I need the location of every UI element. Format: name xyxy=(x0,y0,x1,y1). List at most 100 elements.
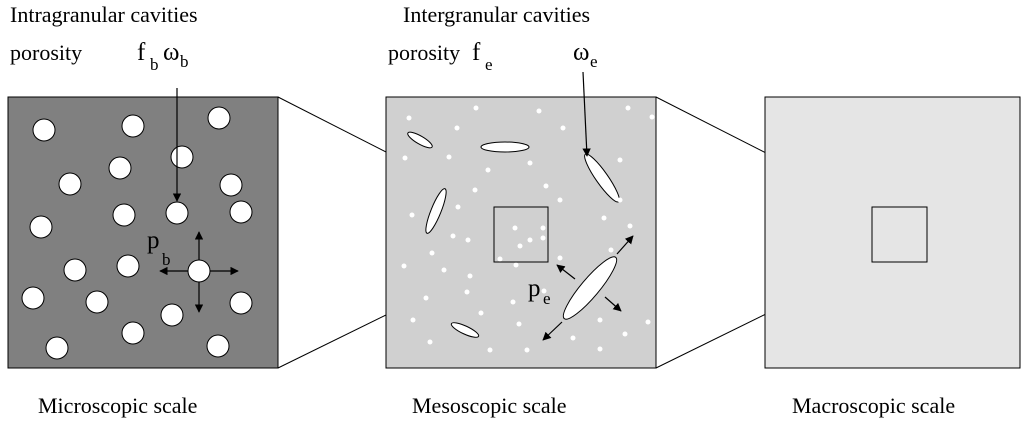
pore xyxy=(487,347,493,353)
scale-label: Mesoscopic scale xyxy=(412,393,567,418)
cavity xyxy=(219,173,243,197)
cavity xyxy=(160,303,184,327)
subscript: b xyxy=(162,250,171,269)
pore xyxy=(543,183,549,189)
pore xyxy=(465,237,471,243)
macro-panel xyxy=(764,96,1021,369)
pore xyxy=(423,295,429,301)
pore xyxy=(409,212,415,218)
cavity xyxy=(21,286,45,310)
micro-panel xyxy=(7,96,279,369)
pore xyxy=(510,299,516,305)
pore xyxy=(622,331,628,337)
pore xyxy=(627,223,633,229)
cavity xyxy=(29,215,53,239)
cavity xyxy=(108,156,132,180)
pore xyxy=(557,197,563,203)
pore xyxy=(597,346,603,352)
pore xyxy=(597,317,603,323)
pore xyxy=(645,319,651,325)
pore xyxy=(401,263,407,269)
pore xyxy=(524,347,530,353)
labels: Intragranular cavities porosity f b ω b … xyxy=(10,2,955,418)
pore xyxy=(540,225,546,231)
subscript: e xyxy=(543,289,551,308)
cavity xyxy=(116,254,140,278)
macro-zoom-box xyxy=(871,206,928,263)
cavity xyxy=(229,291,253,315)
symbol: p xyxy=(147,227,160,254)
pore xyxy=(455,204,461,210)
pore xyxy=(441,267,447,273)
pore xyxy=(497,256,503,262)
symbol: ω xyxy=(573,39,589,66)
symbol: f xyxy=(472,39,481,66)
scale-label: Macroscopic scale xyxy=(792,393,955,418)
pore xyxy=(557,255,563,261)
porosity-label: porosity xyxy=(10,40,82,65)
pore xyxy=(608,247,614,253)
subscript: e xyxy=(590,52,598,71)
pore xyxy=(450,233,456,239)
pore xyxy=(516,321,522,327)
porosity-label: porosity xyxy=(388,40,460,65)
pore xyxy=(406,115,412,121)
title: Intragranular cavities xyxy=(10,2,198,27)
cavity xyxy=(187,259,211,283)
pore xyxy=(429,250,435,256)
pore xyxy=(512,225,518,231)
cavity xyxy=(170,145,194,169)
symbol: p xyxy=(528,275,541,302)
symbol: f xyxy=(137,39,146,66)
subscript: b xyxy=(180,52,189,71)
pore xyxy=(464,289,470,295)
micro-pores xyxy=(401,105,655,353)
pore xyxy=(517,243,523,249)
pore xyxy=(541,288,547,294)
scale-label: Microscopic scale xyxy=(38,393,197,418)
pore xyxy=(513,262,519,268)
pore xyxy=(454,125,460,131)
subscript: b xyxy=(150,55,159,74)
intragranular-cavities xyxy=(21,106,253,360)
pore xyxy=(473,105,479,111)
pore xyxy=(625,105,631,111)
cavity xyxy=(85,290,109,314)
pore xyxy=(427,339,433,345)
subscript: e xyxy=(485,55,493,74)
pore xyxy=(536,108,542,114)
cavity xyxy=(32,118,56,142)
pore xyxy=(467,273,473,279)
pore xyxy=(478,310,484,316)
pore xyxy=(402,155,408,161)
cavity xyxy=(229,200,253,224)
arrows xyxy=(159,71,634,341)
pore xyxy=(540,235,546,241)
pore xyxy=(617,157,623,163)
pore xyxy=(570,335,576,341)
pore xyxy=(649,114,655,120)
cavity xyxy=(121,114,145,138)
cavity xyxy=(206,334,230,358)
pore xyxy=(617,197,623,203)
title: Intergranular cavities xyxy=(403,2,590,27)
meso-zoom-box xyxy=(493,206,549,263)
pore xyxy=(527,160,533,166)
cavity xyxy=(63,258,87,282)
cavity xyxy=(207,106,231,130)
pore xyxy=(472,187,478,193)
pore xyxy=(485,167,491,173)
pore xyxy=(527,237,533,243)
cavity xyxy=(58,172,82,196)
pore xyxy=(446,154,452,160)
cavity xyxy=(112,203,136,227)
symbol: ω xyxy=(163,39,179,66)
pore xyxy=(601,215,607,221)
cavity xyxy=(121,321,145,345)
cavity xyxy=(45,336,69,360)
cavity xyxy=(165,201,189,225)
pore xyxy=(410,317,416,323)
intergranular-cavities xyxy=(407,131,620,338)
pore xyxy=(560,125,566,131)
